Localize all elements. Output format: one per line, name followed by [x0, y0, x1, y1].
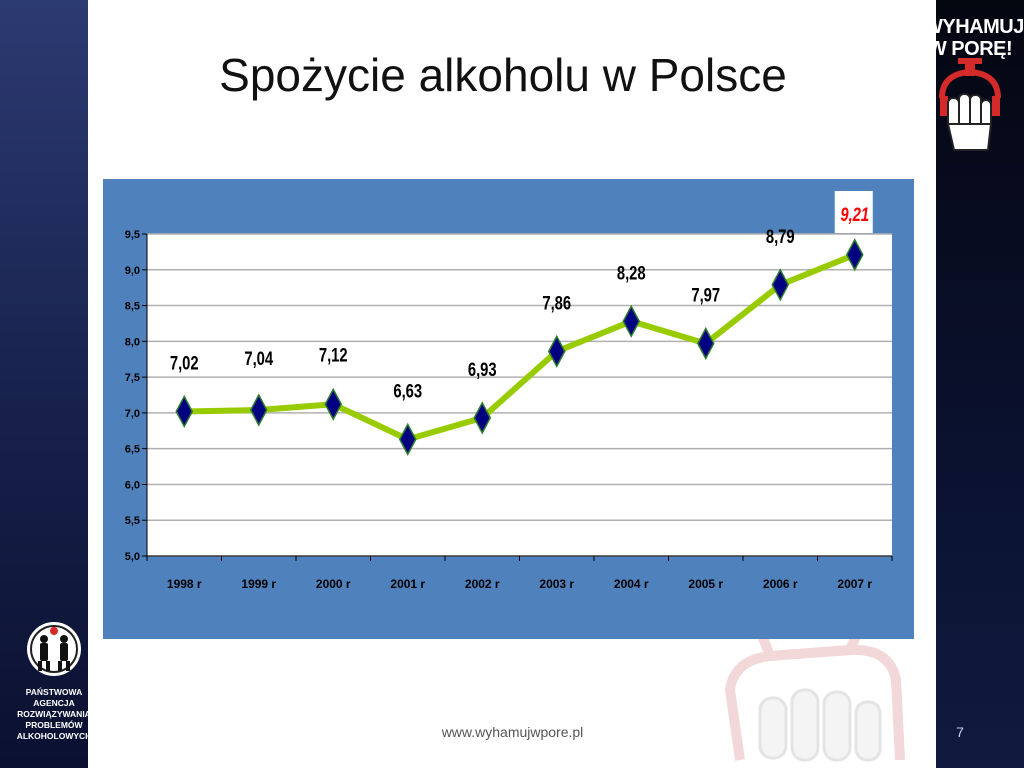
y-tick-label: 5,5 — [125, 515, 140, 527]
x-tick-label: 2000 r — [316, 577, 351, 591]
y-tick-label: 6,5 — [125, 444, 140, 456]
y-tick-label: 7,5 — [125, 372, 140, 384]
x-tick-label: 1999 r — [241, 577, 276, 591]
data-label: 7,02 — [170, 353, 199, 374]
x-tick-label: 2002 r — [465, 577, 500, 591]
highlight-label-box — [834, 191, 873, 233]
line-chart: 5,0 5,5 6,0 6,5 7,0 7,5 8,0 8,5 9,0 9,5 1998 r 1999… — [125, 191, 893, 591]
data-label: 7,86 — [542, 293, 571, 314]
data-label: 9,21 — [840, 204, 869, 225]
x-tick-label: 2003 r — [539, 577, 574, 591]
y-tick-label: 7,0 — [125, 408, 140, 420]
agency-emblem-icon — [27, 622, 81, 676]
data-label: 8,79 — [766, 226, 795, 247]
data-point-marker — [249, 393, 268, 427]
x-tick-label: 2005 r — [688, 577, 723, 591]
data-point-marker — [622, 304, 641, 338]
agency-name: PAŃSTWOWA AGENCJA ROZWIĄZYWANIA PROBLEMÓ… — [16, 687, 92, 741]
footer-url[interactable]: www.wyhamujwpore.pl — [441, 724, 584, 740]
x-tick-label: 2007 r — [837, 577, 872, 591]
watermark-hand-icon — [725, 624, 905, 762]
plot-area — [147, 234, 892, 556]
data-label: 7,04 — [244, 348, 273, 369]
data-label: 8,28 — [617, 263, 646, 284]
data-point-marker — [324, 387, 343, 421]
x-tick-label: 2004 r — [614, 577, 649, 591]
y-tick-label: 8,5 — [125, 301, 140, 313]
data-point-marker — [696, 326, 715, 361]
y-tick-label: 6,0 — [125, 479, 140, 491]
brake-hand-icon — [939, 58, 1001, 151]
data-point-marker — [771, 268, 790, 302]
page-title: Spożycie alkoholu w Polsce — [219, 49, 787, 101]
y-tick-label: 9,5 — [125, 229, 140, 241]
data-label: 6,93 — [468, 359, 497, 380]
data-point-marker — [845, 238, 864, 272]
data-point-marker — [398, 422, 417, 456]
campaign-logo-text: WYHAMUJ W PORĘ! — [924, 16, 1024, 60]
y-tick-label: 5,0 — [125, 551, 140, 563]
data-label: 7,12 — [319, 345, 348, 366]
data-point-marker — [175, 394, 194, 429]
agency-logo: PAŃSTWOWA AGENCJA ROZWIĄZYWANIA PROBLEMÓ… — [8, 615, 100, 755]
x-tick-label: 2001 r — [390, 577, 425, 591]
y-tick-label: 8,0 — [125, 336, 140, 348]
page-number: 7 — [956, 724, 964, 740]
y-tick-label: 9,0 — [125, 265, 140, 277]
series-line — [181, 251, 858, 443]
data-point-marker — [473, 401, 492, 435]
x-tick-label: 1998 r — [167, 577, 202, 591]
data-point-marker — [547, 334, 566, 368]
campaign-logo: WYHAMUJ W PORĘ! — [924, 10, 1024, 160]
chart-panel: 5,0 5,5 6,0 6,5 7,0 7,5 8,0 8,5 9,0 9,5 1998 r 1999… — [103, 179, 914, 639]
x-tick-label: 2006 r — [763, 577, 798, 591]
data-label: 6,63 — [393, 381, 422, 402]
data-label: 7,97 — [691, 285, 720, 306]
